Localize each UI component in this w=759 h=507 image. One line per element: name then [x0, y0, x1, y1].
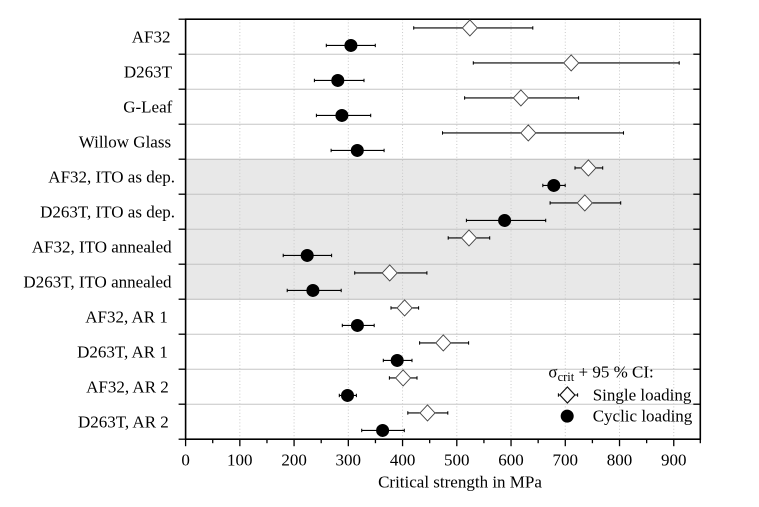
- svg-text:Critical strength in MPa: Critical strength in MPa: [378, 473, 542, 492]
- svg-text:300: 300: [336, 451, 362, 470]
- svg-text:AF32, ITO as dep.: AF32, ITO as dep.: [48, 167, 175, 186]
- svg-text:D263T, AR 1: D263T, AR 1: [77, 342, 168, 361]
- svg-text:100: 100: [227, 451, 253, 470]
- svg-text:700: 700: [553, 451, 579, 470]
- svg-text:D263T, ITO as dep.: D263T, ITO as dep.: [40, 202, 175, 221]
- svg-text:Willow Glass: Willow Glass: [79, 132, 171, 151]
- svg-text:200: 200: [281, 451, 307, 470]
- svg-text:Single loading: Single loading: [593, 385, 692, 404]
- svg-text:D263T: D263T: [124, 62, 173, 81]
- svg-text:σcrit + 95 % CI:: σcrit + 95 % CI:: [548, 363, 653, 385]
- svg-text:800: 800: [607, 451, 633, 470]
- svg-text:400: 400: [390, 451, 416, 470]
- svg-text:600: 600: [498, 451, 524, 470]
- svg-text:D263T, AR 2: D263T, AR 2: [78, 412, 169, 431]
- svg-text:500: 500: [444, 451, 470, 470]
- svg-text:AF32: AF32: [132, 27, 171, 46]
- svg-text:AF32, AR 1: AF32, AR 1: [85, 307, 168, 326]
- svg-text:D263T, ITO annealed: D263T, ITO annealed: [23, 272, 172, 291]
- svg-text:AF32, AR 2: AF32, AR 2: [86, 377, 169, 396]
- svg-text:Cyclic loading: Cyclic loading: [593, 406, 693, 425]
- svg-text:900: 900: [661, 451, 687, 470]
- svg-text:0: 0: [181, 451, 190, 470]
- svg-text:AF32, ITO annealed: AF32, ITO annealed: [32, 237, 172, 256]
- svg-text:G-Leaf: G-Leaf: [123, 97, 172, 116]
